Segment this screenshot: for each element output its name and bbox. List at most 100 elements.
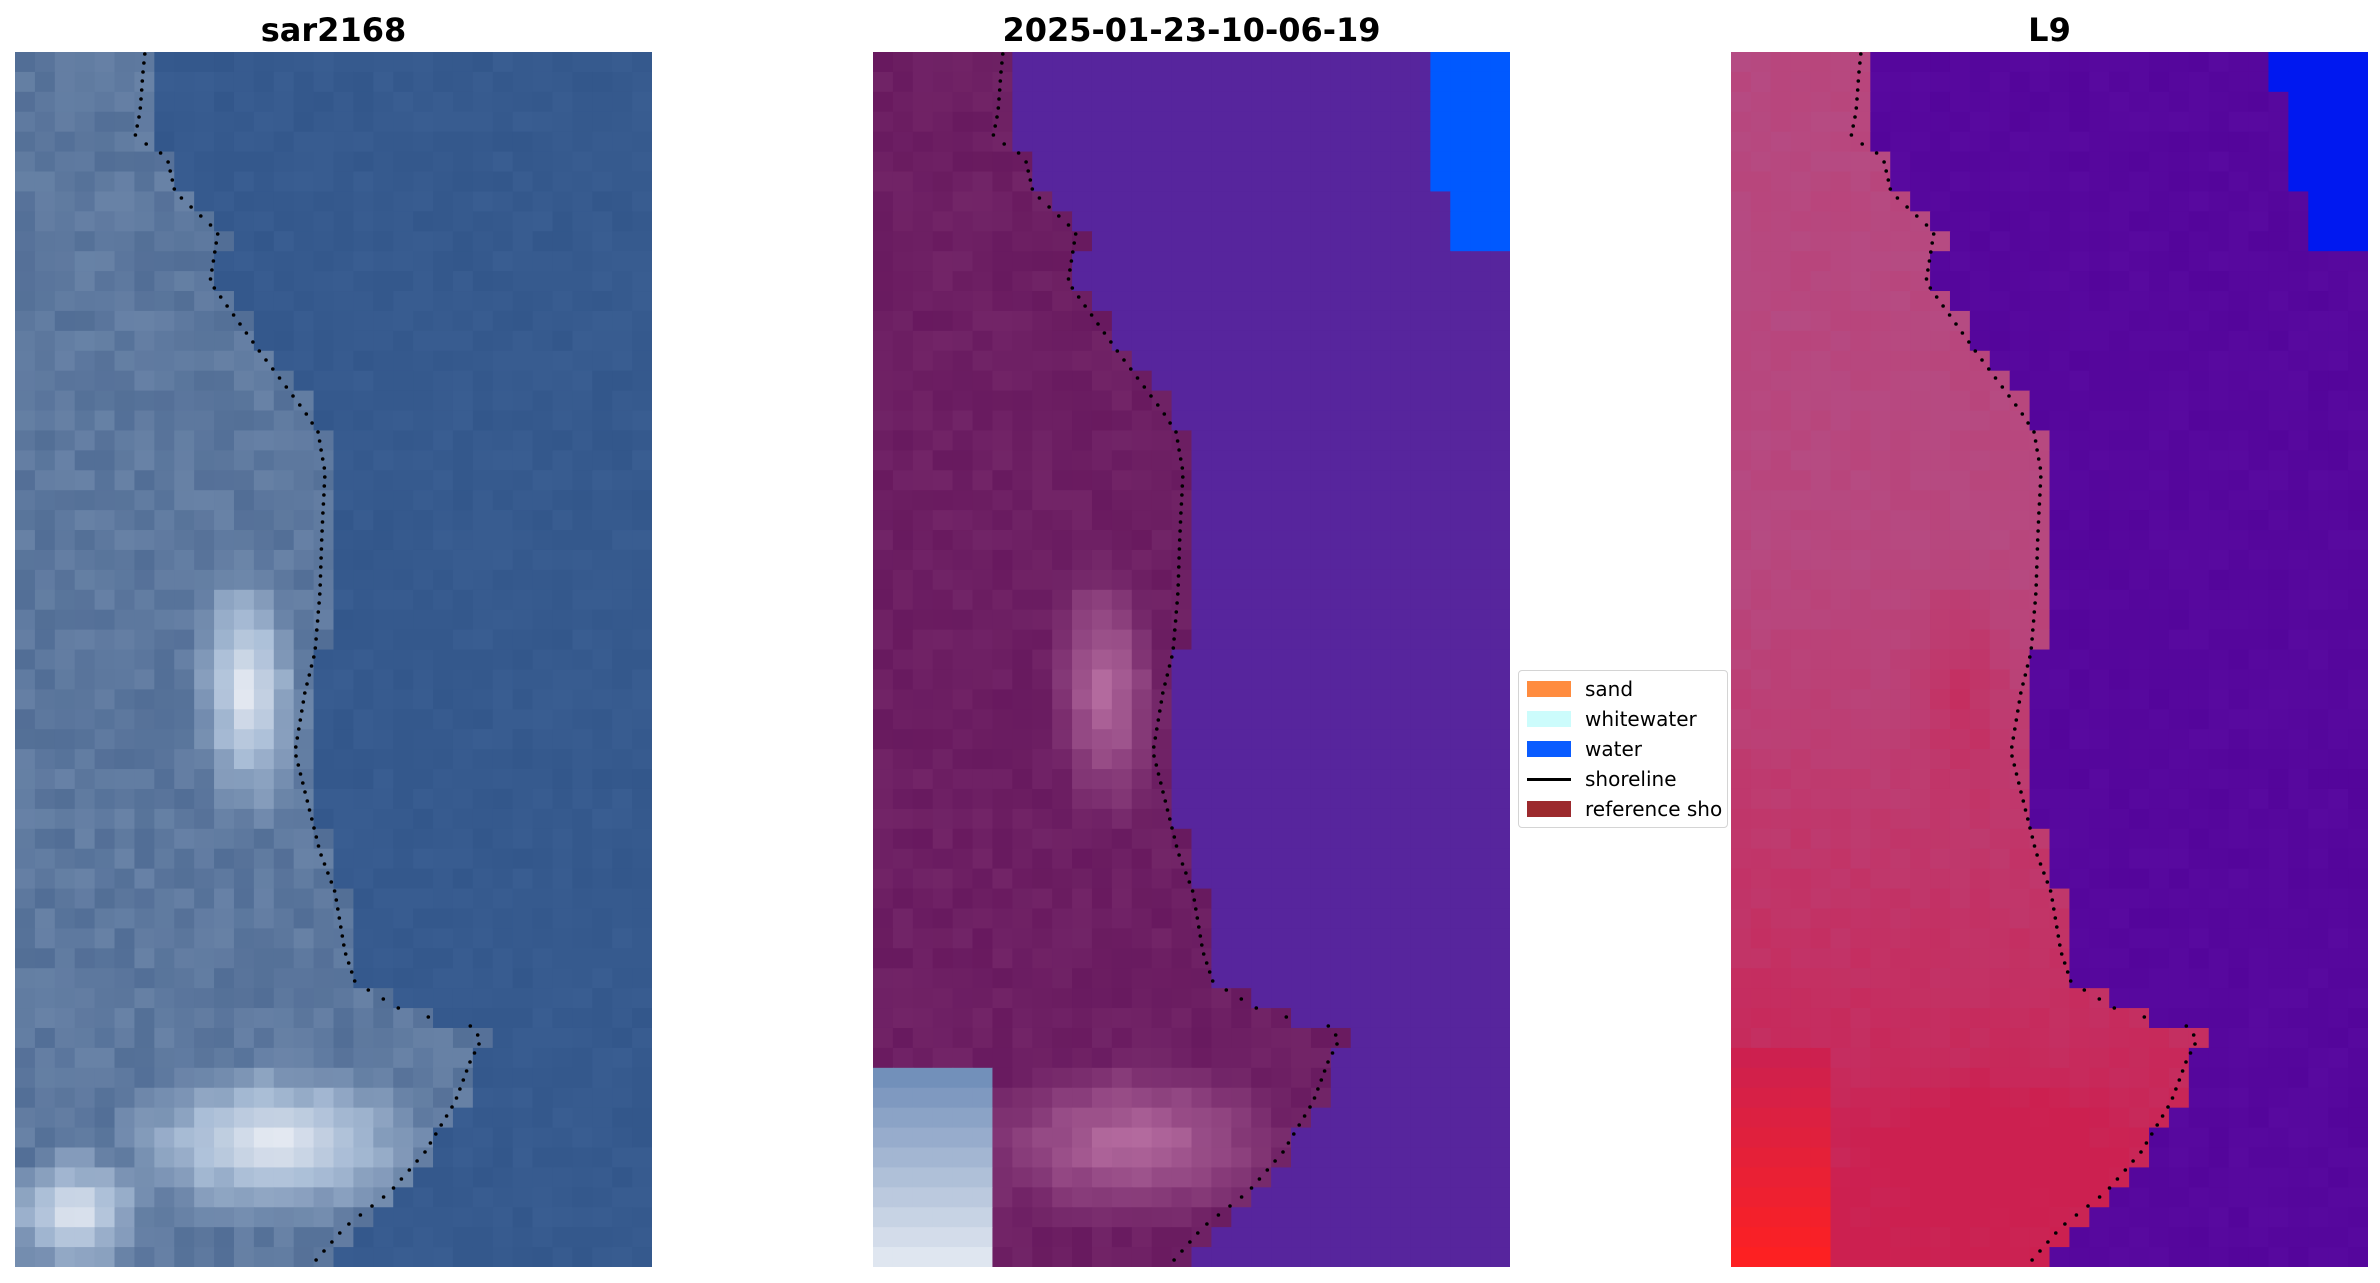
image-pixel [612,91,633,113]
shoreline-dots [133,52,481,1262]
image-pixel [892,1247,914,1267]
image-pixel [94,171,116,193]
shoreline-point [1178,529,1182,533]
image-pixel [1211,968,1232,989]
image-pixel [1310,91,1332,113]
image-pixel [472,928,494,949]
image-pixel [333,948,355,969]
image-pixel [293,171,315,193]
image-pixel [1211,1247,1232,1267]
image-pixel [2228,111,2250,133]
image-pixel [2049,390,2071,412]
image-pixel [1032,1107,1053,1129]
shoreline-point [1330,1051,1335,1055]
image-pixel [74,828,96,850]
image-pixel [433,350,454,372]
image-pixel [293,1247,315,1267]
image-pixel [992,390,1013,412]
image-pixel [1111,1187,1133,1208]
image-pixel [1271,1207,1292,1228]
shoreline-point [996,106,1001,110]
image-pixel [1490,151,1510,173]
shoreline-point [304,412,309,416]
image-pixel [1490,569,1510,591]
image-pixel [134,430,155,451]
image-pixel [1430,310,1451,332]
image-pixel [1111,171,1133,193]
image-pixel [1251,71,1272,93]
image-pixel [932,868,954,890]
image-pixel [373,1127,394,1149]
image-pixel [2248,271,2270,292]
image-pixel [253,549,275,571]
image-pixel [194,211,215,232]
image-pixel [572,470,593,491]
image-pixel [932,908,954,929]
image-pixel [1430,490,1451,511]
image-pixel [892,609,914,631]
image-pixel [373,888,394,910]
image-pixel [532,1187,554,1208]
image-pixel [1989,131,2011,153]
image-pixel [114,370,136,392]
image-pixel [1111,111,1133,133]
image-pixel [1291,749,1312,770]
image-pixel [2149,111,2170,133]
image-pixel [433,370,454,392]
image-pixel [932,988,954,1009]
shoreline-point [251,340,255,344]
image-pixel [233,549,255,571]
image-pixel [1310,1027,1332,1049]
image-pixel [2168,111,2190,133]
image-pixel [1032,450,1053,471]
image-pixel [1131,450,1153,471]
image-pixel [472,808,494,830]
image-pixel [892,450,914,471]
image-pixel [452,788,474,810]
image-pixel [293,390,315,412]
image-pixel [1350,1227,1372,1248]
image-pixel [1111,71,1133,93]
image-pixel [2109,291,2130,312]
image-pixel [1191,629,1213,651]
image-pixel [1810,211,1832,232]
image-pixel [1430,589,1451,611]
image-pixel [1430,1167,1451,1188]
image-pixel [1410,589,1431,611]
image-pixel [2308,151,2329,173]
image-pixel [1191,1187,1213,1208]
image-pixel [54,111,76,133]
image-pixel [1052,968,1073,989]
image-pixel [233,629,255,651]
image-pixel [632,291,652,312]
image-pixel [214,1187,235,1208]
image-pixel [2089,231,2110,252]
image-pixel [452,111,474,133]
image-pixel [214,530,235,551]
image-pixel [1830,330,1852,352]
image-pixel [1052,1147,1073,1169]
image-pixel [174,928,195,949]
image-pixel [233,569,255,591]
shoreline-point [1170,655,1174,659]
image-pixel [2029,510,2051,531]
image-pixel [2089,350,2110,372]
image-pixel [932,1027,954,1049]
image-pixel [2109,151,2130,173]
image-pixel [1251,868,1272,890]
image-pixel [932,271,954,292]
shoreline-point [238,322,242,326]
image-pixel [134,609,155,631]
image-pixel [892,1227,914,1248]
image-pixel [1151,251,1173,272]
image-pixel [54,709,76,730]
image-pixel [393,370,414,392]
image-pixel [1171,1008,1193,1029]
image-pixel [1271,350,1292,372]
image-pixel [34,868,56,890]
image-pixel [174,1027,195,1049]
image-pixel [34,1107,56,1129]
image-pixel [253,251,275,272]
image-pixel [313,91,335,113]
shoreline-point [1037,196,1042,200]
